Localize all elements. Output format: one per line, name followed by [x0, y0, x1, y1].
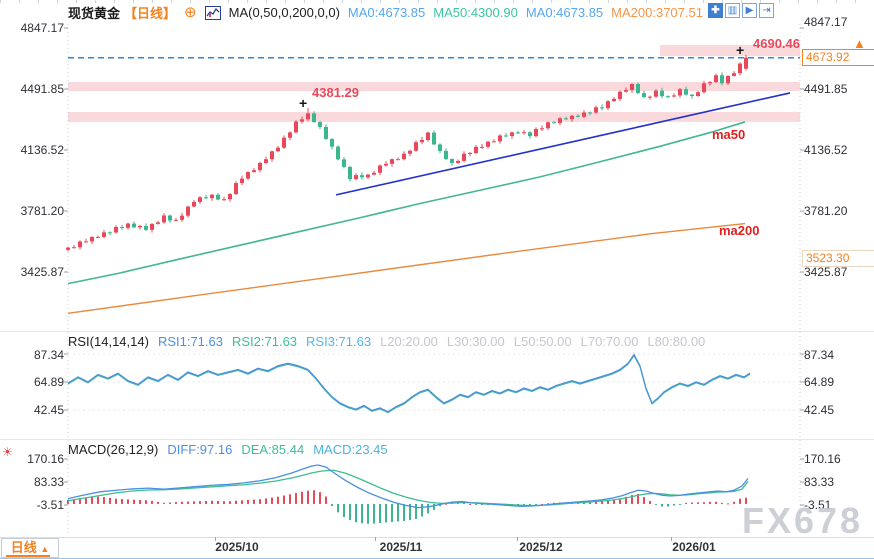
macd-y-label-left: -3.51 [36, 498, 64, 512]
macd-y-label-right: 170.16 [804, 452, 841, 466]
y-label-right: 3425.87 [804, 265, 848, 279]
rsi-level-70: L70:70.00 [580, 334, 639, 349]
rsi-level-80: L80:80.00 [647, 334, 706, 349]
high-cross-marker: + [736, 42, 745, 58]
x-label-oct: 2025/10 [215, 540, 259, 554]
y-label-left: 4847.17 [20, 21, 64, 35]
ma-settings: MA(0,50,0,200,0,0) [228, 5, 340, 20]
expand-exit-icon[interactable]: ⇥ [759, 3, 774, 18]
x-axis-tick [517, 537, 518, 541]
y-label-left: 4491.85 [20, 82, 64, 96]
y-label-right: 4491.85 [804, 82, 848, 96]
y-label-right: 4847.17 [804, 15, 848, 29]
playback-icon[interactable]: ▶ [742, 3, 757, 18]
x-axis-tick [215, 537, 216, 541]
alert-up-arrow-icon: ▲ [853, 36, 866, 51]
ma0-value: MA0:4673.85 [347, 5, 426, 20]
pane-layout-icon[interactable]: ▥ [725, 3, 740, 18]
watermark: FX678 [742, 500, 864, 541]
timeframe-tab-daily[interactable]: 日线 ▲ [1, 538, 59, 558]
rsi-y-label-right: 42.45 [804, 403, 835, 417]
chart-header: 现货黄金 【日线】 ⊕ MA(0,50,0,200,0,0) MA0:4673.… [68, 3, 703, 22]
top-ruler-ticks [0, 0, 874, 3]
diff-value: DIFF:97.16 [167, 442, 233, 457]
y-label-right: 4136.52 [804, 143, 848, 157]
panel-divider [0, 439, 874, 440]
ma0-value-2: MA0:4673.85 [525, 5, 604, 20]
add-indicator-icon[interactable]: ⊕ [184, 3, 197, 21]
hot-indicator-icon[interactable]: ☀ [2, 445, 13, 459]
panel-divider [0, 331, 874, 332]
rsi2-value: RSI2:71.63 [231, 334, 298, 349]
rsi-level-30: L30:30.00 [446, 334, 505, 349]
macd-title[interactable]: MACD(26,12,9) [68, 442, 159, 457]
rsi-y-label-right: 64.89 [804, 375, 835, 389]
macd-y-label-right: 83.33 [804, 475, 835, 489]
rsi-y-label-left: 42.45 [33, 403, 64, 417]
rsi-header: RSI(14,14,14) RSI1:71.63 RSI2:71.63 RSI3… [68, 334, 705, 349]
rsi-y-label-left: 64.89 [33, 375, 64, 389]
x-label-dec: 2025/12 [519, 540, 563, 554]
y-label-left: 3425.87 [20, 265, 64, 279]
ma50-line-label: ma50 [712, 127, 746, 142]
macd-y-label-right: -3.51 [804, 498, 832, 512]
rsi1-value: RSI1:71.63 [157, 334, 223, 349]
high-price-annotation: 4690.46 [753, 36, 800, 51]
rsi-y-label-left: 87.34 [33, 348, 64, 362]
rsi3-value: RSI3:71.63 [306, 334, 372, 349]
x-label-nov: 2025/11 [379, 540, 423, 554]
x-label-jan: 2026/01 [672, 540, 716, 554]
y-label-left: 4136.52 [20, 143, 64, 157]
period-tag[interactable]: 【日线】 [124, 6, 177, 21]
x-axis-tick [671, 537, 672, 541]
y-label-left: 3781.20 [20, 204, 64, 218]
timeframe-tab-label: 日线 [10, 540, 37, 555]
symbol-name: 现货黄金 [68, 6, 121, 21]
dea-value: DEA:85.44 [241, 442, 305, 457]
rsi-title[interactable]: RSI(14,14,14) [68, 334, 149, 349]
crosshair-move-icon[interactable]: ✚ [708, 3, 723, 18]
chart-toolbar: ✚ ▥ ▶ ⇥ [708, 3, 774, 18]
tab-active-underline [6, 555, 50, 557]
macd-y-label-left: 83.33 [33, 475, 64, 489]
peak-price-annotation: 4381.29 [312, 85, 359, 100]
macd-value: MACD:23.45 [313, 442, 388, 457]
level-price-tag: 3523.30 [802, 250, 874, 267]
rsi-level-50: L50:50.00 [513, 334, 572, 349]
candlestick-chart-icon[interactable] [204, 5, 221, 20]
ma200-line-label: ma200 [719, 223, 760, 238]
current-price-tag: 4673.92 [802, 49, 874, 66]
peak-cross-marker: + [299, 95, 308, 111]
macd-header: MACD(26,12,9) DIFF:97.16 DEA:85.44 MACD:… [68, 442, 388, 457]
macd-y-label-left: 170.16 [27, 452, 64, 466]
rsi-y-label-right: 87.34 [804, 348, 835, 362]
rsi-level-20: L20:20.00 [380, 334, 438, 349]
ma50-value: MA50:4300.90 [433, 5, 518, 20]
x-axis-tick [375, 537, 376, 541]
y-label-right: 3781.20 [804, 204, 848, 218]
tab-arrow-icon: ▲ [40, 544, 50, 554]
ma200-value: MA200:3707.51 [611, 5, 703, 20]
